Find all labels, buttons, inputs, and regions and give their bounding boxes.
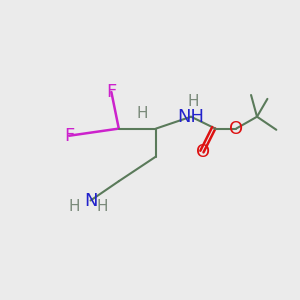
Text: NH: NH xyxy=(178,108,205,126)
Text: H: H xyxy=(137,106,148,121)
Text: H: H xyxy=(96,199,108,214)
Text: H: H xyxy=(68,199,80,214)
Text: O: O xyxy=(229,120,243,138)
Text: H: H xyxy=(188,94,199,109)
Text: N: N xyxy=(84,191,97,209)
Text: O: O xyxy=(196,143,211,161)
Text: F: F xyxy=(106,83,116,101)
Text: F: F xyxy=(64,127,74,145)
